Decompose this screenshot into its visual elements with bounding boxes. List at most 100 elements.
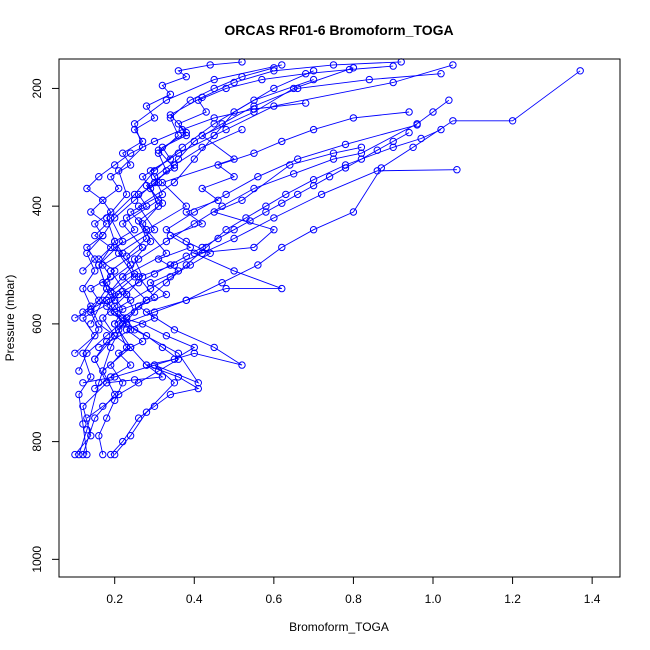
data-point-10-8 <box>126 343 135 352</box>
data-point-15-17 <box>202 108 210 116</box>
data-point-15-16 <box>174 120 183 128</box>
y-tick-label-3: 800 <box>30 431 44 451</box>
data-point-16-5 <box>107 361 115 369</box>
data-point-9-13 <box>218 120 226 128</box>
data-point-18-9 <box>214 234 222 243</box>
data-point-19-5 <box>107 208 115 216</box>
data-point-10-2 <box>134 414 143 422</box>
data-point-16-22 <box>238 73 246 81</box>
data-point-2-17 <box>449 61 457 69</box>
data-point-10-9 <box>111 332 119 340</box>
data-point-5-3 <box>190 349 199 357</box>
data-point-15-7 <box>130 226 139 234</box>
data-point-19-15 <box>166 90 175 99</box>
data-point-3-0 <box>111 450 119 459</box>
data-point-14-19 <box>214 161 222 169</box>
data-point-2-0 <box>71 450 79 459</box>
data-point-15-22 <box>345 65 354 74</box>
data-point-18-10 <box>230 226 238 234</box>
series-line-19 <box>82 61 243 272</box>
data-point-10-16 <box>111 214 119 222</box>
data-point-4-14 <box>130 120 139 128</box>
series-line-6 <box>94 70 581 360</box>
data-point-16-17 <box>154 149 163 157</box>
data-point-13-6 <box>158 343 167 352</box>
data-point-15-21 <box>302 70 310 78</box>
data-point-6-8 <box>309 226 318 234</box>
data-point-3-2 <box>142 408 151 416</box>
data-point-17-22 <box>126 149 135 157</box>
data-point-2-14 <box>222 125 230 134</box>
data-point-9-12 <box>190 137 199 146</box>
data-point-6-12 <box>449 117 457 125</box>
series-line-9 <box>74 73 442 354</box>
data-point-14-4 <box>138 337 147 346</box>
data-point-0-15 <box>309 67 318 75</box>
data-point-1-16 <box>349 64 358 72</box>
data-point-6-4 <box>182 296 191 304</box>
y-axis: 200 400 600 800 1000 <box>30 78 59 573</box>
data-point-4-3 <box>87 373 95 381</box>
data-point-9-1 <box>91 332 99 340</box>
data-point-17-13 <box>95 255 103 263</box>
data-point-14-21 <box>278 137 286 146</box>
data-point-8-0 <box>87 320 95 328</box>
data-point-18-3 <box>119 287 127 296</box>
data-point-16-0 <box>99 450 107 459</box>
data-point-17-12 <box>111 267 119 275</box>
data-point-9-2 <box>79 314 87 322</box>
data-point-9-15 <box>294 84 302 93</box>
data-point-19-17 <box>182 73 191 81</box>
data-point-15-12 <box>146 167 155 175</box>
data-point-11-8 <box>222 226 230 234</box>
x-axis-label: Bromoform_TOGA <box>289 620 389 634</box>
data-point-3-17 <box>250 96 258 104</box>
data-point-16-11 <box>130 255 139 263</box>
data-point-6-11 <box>409 143 417 152</box>
data-point-16-20 <box>186 96 195 104</box>
data-point-11-16 <box>437 125 445 134</box>
series-7 <box>95 166 461 352</box>
series-18 <box>71 128 413 322</box>
data-point-6-9 <box>349 208 358 216</box>
data-point-11-4 <box>142 296 151 304</box>
data-point-12-1 <box>119 305 127 313</box>
data-point-11-2 <box>103 332 111 340</box>
data-point-14-14 <box>198 220 206 228</box>
data-point-17-8 <box>119 314 127 322</box>
series-line-10 <box>82 129 243 455</box>
data-point-19-14 <box>142 102 151 110</box>
data-point-17-19 <box>83 184 91 193</box>
data-point-10-6 <box>174 373 183 381</box>
data-point-19-1 <box>91 255 99 263</box>
data-point-2-10 <box>119 220 127 228</box>
data-point-9-17 <box>437 70 445 78</box>
data-point-11-10 <box>262 202 270 210</box>
data-point-18-11 <box>246 217 254 225</box>
data-point-2-2 <box>79 402 87 410</box>
data-point-7-3 <box>150 293 159 302</box>
chart-title: ORCAS RF01-6 Bromoform_TOGA <box>224 22 453 38</box>
data-point-1-11 <box>158 178 167 187</box>
data-point-13-13 <box>186 261 195 269</box>
y-tick-label-1: 400 <box>30 196 44 216</box>
series-8 <box>87 96 453 328</box>
data-point-13-21 <box>341 140 350 149</box>
data-point-14-12 <box>186 243 195 252</box>
data-point-17-1 <box>130 376 139 384</box>
data-point-18-16 <box>325 173 334 181</box>
data-point-5-14 <box>270 226 278 234</box>
data-point-6-7 <box>278 243 286 252</box>
data-point-2-16 <box>389 78 397 87</box>
data-point-18-6 <box>166 261 175 269</box>
data-point-19-13 <box>150 114 159 122</box>
data-point-9-9 <box>158 190 167 199</box>
data-point-17-11 <box>99 279 107 287</box>
series-line-18 <box>74 132 410 319</box>
data-point-19-8 <box>107 173 115 181</box>
data-point-17-17 <box>87 208 95 216</box>
data-point-12-15 <box>270 67 278 75</box>
data-point-19-11 <box>138 137 147 146</box>
data-point-15-13 <box>166 155 175 163</box>
